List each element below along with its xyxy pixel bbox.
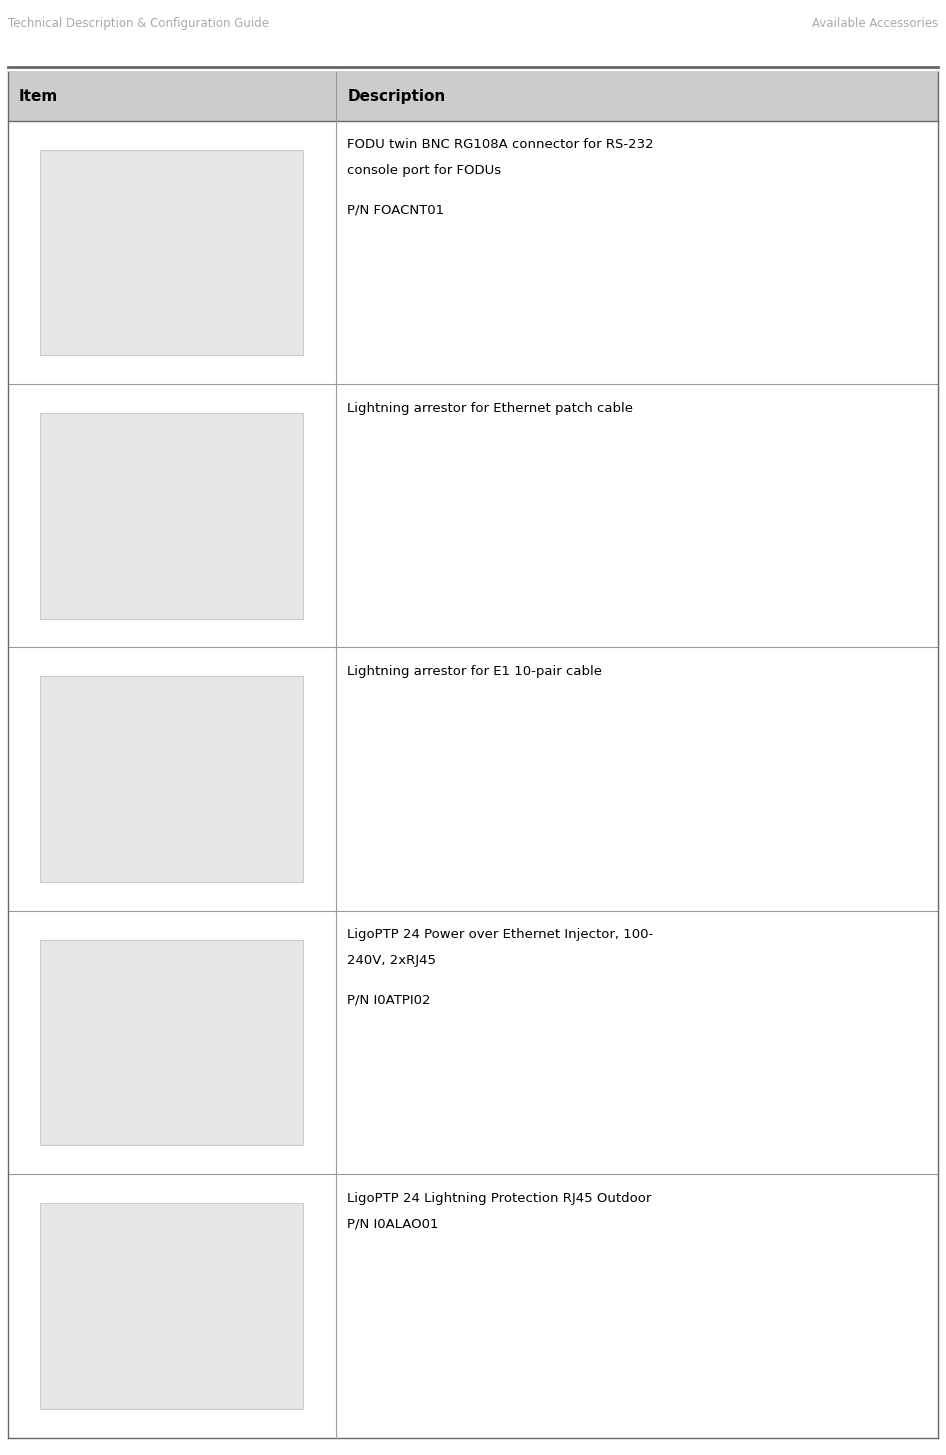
Text: P/N FOACNT01: P/N FOACNT01 <box>347 204 445 217</box>
Text: 240V, 2xRJ45: 240V, 2xRJ45 <box>347 954 436 966</box>
Text: Item: Item <box>19 89 58 103</box>
Text: Lightning arrestor for E1 10-pair cable: Lightning arrestor for E1 10-pair cable <box>347 665 603 678</box>
Text: Available Accessories: Available Accessories <box>813 17 938 31</box>
Text: Description: Description <box>347 89 446 103</box>
Text: P/N I0ATPI02: P/N I0ATPI02 <box>347 994 430 1007</box>
Text: LigoPTP 24 Lightning Protection RJ45 Outdoor: LigoPTP 24 Lightning Protection RJ45 Out… <box>347 1192 652 1205</box>
Text: P/N I0ALAO01: P/N I0ALAO01 <box>347 1216 439 1229</box>
Text: Lightning arrestor for Ethernet patch cable: Lightning arrestor for Ethernet patch ca… <box>347 402 633 415</box>
Bar <box>41 413 303 618</box>
Text: FODU twin BNC RG108A connector for RS-232: FODU twin BNC RG108A connector for RS-23… <box>347 138 654 151</box>
Text: Technical Description & Configuration Guide: Technical Description & Configuration Gu… <box>8 17 269 31</box>
Bar <box>41 940 303 1145</box>
Bar <box>41 150 303 355</box>
Text: console port for FODUs: console port for FODUs <box>347 163 501 176</box>
Text: LigoPTP 24 Power over Ethernet Injector, 100-: LigoPTP 24 Power over Ethernet Injector,… <box>347 928 654 941</box>
Bar <box>41 677 303 882</box>
Bar <box>41 1203 303 1408</box>
Bar <box>8 71 938 121</box>
